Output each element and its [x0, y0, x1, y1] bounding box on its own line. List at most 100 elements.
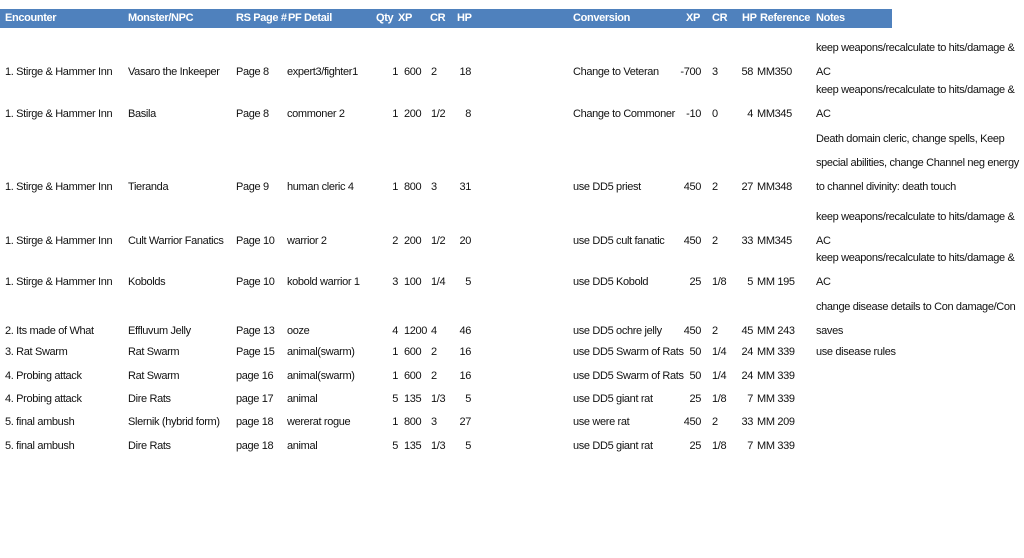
cell: Vasaro the Inkeeper	[128, 66, 220, 78]
cell: 200	[404, 108, 422, 120]
cell: Page 15	[236, 346, 275, 358]
cell: Page 8	[236, 108, 269, 120]
cell: warrior 2	[287, 235, 327, 247]
cell: MM345	[757, 108, 792, 120]
cell: 100	[404, 276, 422, 288]
cell: 50	[689, 370, 701, 382]
cell: use DD5 giant rat	[573, 440, 653, 452]
cell: Page 8	[236, 66, 269, 78]
cell: page 18	[236, 416, 274, 428]
cell: 1/8	[712, 440, 727, 452]
cell: 1. Stirge & Hammer Inn	[5, 66, 113, 78]
cell: Page 10	[236, 235, 275, 247]
cell: 20	[459, 235, 471, 247]
cell: 1	[392, 66, 398, 78]
cell: 2	[712, 181, 718, 193]
cell: 25	[689, 440, 701, 452]
cell: 5	[747, 276, 753, 288]
cell: animal(swarm)	[287, 370, 355, 382]
notes-cell: keep weapons/recalculate to hits/damage …	[816, 252, 1015, 288]
cell: page 18	[236, 440, 274, 452]
cell: 24	[741, 370, 753, 382]
cell: 1200	[404, 325, 428, 337]
cell: 46	[459, 325, 471, 337]
cell: 25	[689, 393, 701, 405]
cell: 45	[741, 325, 753, 337]
cell: Cult Warrior Fanatics	[128, 235, 224, 247]
cell: MM345	[757, 235, 792, 247]
cell: 200	[404, 235, 422, 247]
cell: 1/3	[431, 440, 446, 452]
cell: MM 195	[757, 276, 795, 288]
cell: 31	[459, 181, 471, 193]
cell: 2	[712, 325, 718, 337]
cell: 4. Probing attack	[5, 370, 82, 382]
column-header: Notes	[816, 12, 845, 24]
cell: Change to Veteran	[573, 66, 659, 78]
cell: 3	[431, 181, 437, 193]
cell: 33	[741, 235, 753, 247]
notes-cell: change disease details to Con damage/Con…	[816, 301, 1016, 337]
cell: 1	[392, 370, 398, 382]
cell: page 17	[236, 393, 274, 405]
cell: MM 209	[757, 416, 795, 428]
notes-cell: use disease rules	[816, 346, 896, 358]
cell: use DD5 ochre jelly	[573, 325, 662, 337]
cell: 1	[392, 416, 398, 428]
cell: 2	[712, 235, 718, 247]
column-header: Encounter	[5, 12, 57, 24]
cell: kobold warrior 1	[287, 276, 360, 288]
notes-cell: keep weapons/recalculate to hits/damage …	[816, 84, 1015, 120]
cell: 7	[747, 440, 753, 452]
cell: commoner 2	[287, 108, 345, 120]
column-header: PF Detail	[288, 12, 332, 24]
cell: 450	[683, 181, 702, 193]
cell: 3	[712, 66, 718, 78]
cell: 24	[741, 346, 753, 358]
cell: Page 13	[236, 325, 275, 337]
cell: MM 339	[757, 370, 795, 382]
cell: animal(swarm)	[287, 346, 355, 358]
cell: 450	[683, 325, 702, 337]
cell: 4	[747, 108, 753, 120]
cell: use DD5 cult fanatic	[573, 235, 665, 247]
cell: 800	[404, 181, 422, 193]
cell: 16	[459, 370, 471, 382]
cell: 2. Its made of What	[5, 325, 94, 337]
cell: 1/2	[431, 108, 446, 120]
column-header: Reference	[760, 12, 811, 24]
cell: 2	[712, 416, 718, 428]
cell: 5	[392, 393, 398, 405]
cell: Basila	[128, 108, 156, 120]
cell: 2	[431, 346, 437, 358]
cell: 1. Stirge & Hammer Inn	[5, 276, 113, 288]
cell: MM348	[757, 181, 792, 193]
cell: 600	[404, 346, 422, 358]
cell: 1/8	[712, 393, 727, 405]
cell: 5. final ambush	[5, 440, 75, 452]
cell: use DD5 Kobold	[573, 276, 649, 288]
cell: 5	[465, 440, 471, 452]
cell: 3	[431, 416, 437, 428]
cell: MM 243	[757, 325, 795, 337]
notes-cell: keep weapons/recalculate to hits/damage …	[816, 211, 1015, 247]
cell: use DD5 priest	[573, 181, 641, 193]
cell: 4. Probing attack	[5, 393, 82, 405]
cell: Change to Commoner	[573, 108, 675, 120]
cell: ooze	[287, 325, 310, 337]
cell: 1/8	[712, 276, 727, 288]
cell: 3	[392, 276, 398, 288]
cell: 16	[459, 346, 471, 358]
cell: 25	[689, 276, 701, 288]
cell: human cleric 4	[287, 181, 354, 193]
cell: 2	[392, 235, 398, 247]
cell: Tieranda	[128, 181, 169, 193]
cell: 50	[689, 346, 701, 358]
column-header: XP	[686, 12, 700, 24]
cell: 135	[404, 440, 422, 452]
cell: 1/3	[431, 393, 446, 405]
cell: 5. final ambush	[5, 416, 75, 428]
cell: use DD5 giant rat	[573, 393, 653, 405]
cell: 4	[392, 325, 398, 337]
